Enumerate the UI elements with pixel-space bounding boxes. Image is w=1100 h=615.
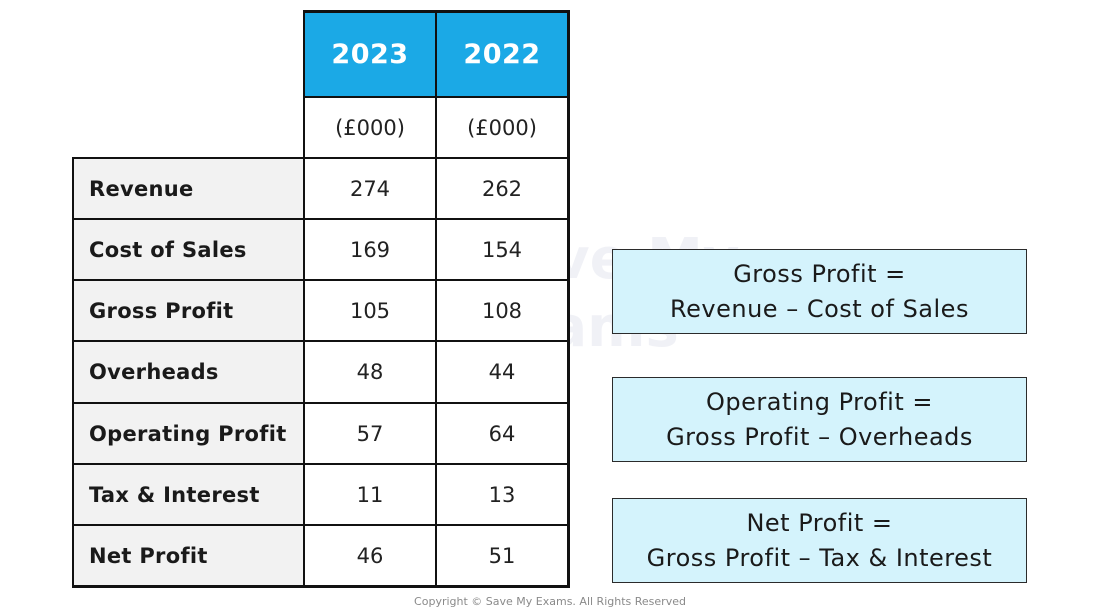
cell-overheads-2022: 44: [436, 341, 568, 403]
row-label-operating-profit: Operating Profit: [73, 403, 304, 464]
grid-line: [72, 340, 570, 342]
formula-gross-profit-line-1: Gross Profit =: [733, 259, 906, 288]
grid-line: [72, 402, 570, 404]
formula-box-net-profit: Net Profit = Gross Profit – Tax & Intere…: [612, 498, 1027, 583]
cell-cost-of-sales-2023: 169: [304, 219, 436, 280]
row-label-net-profit: Net Profit: [73, 525, 304, 586]
cell-gross-profit-2022: 108: [436, 280, 568, 341]
grid-line: [72, 279, 570, 281]
grid-line: [567, 10, 570, 587]
cell-tax-interest-2023: 11: [304, 464, 436, 525]
cell-tax-interest-2022: 13: [436, 464, 568, 525]
grid-line: [435, 10, 437, 587]
formula-operating-profit-line-1: Operating Profit =: [706, 387, 933, 416]
formula-gross-profit-line-2: Revenue – Cost of Sales: [670, 294, 969, 323]
cell-operating-profit-2022: 64: [436, 403, 568, 464]
unit-label-2022: (£000): [436, 97, 568, 158]
cell-net-profit-2023: 46: [304, 525, 436, 586]
column-header-2023: 2023: [304, 11, 436, 97]
cell-net-profit-2022: 51: [436, 525, 568, 586]
formula-box-operating-profit: Operating Profit = Gross Profit – Overhe…: [612, 377, 1027, 462]
cell-revenue-2023: 274: [304, 158, 436, 219]
unit-label-2023: (£000): [304, 97, 436, 158]
grid-line: [72, 524, 570, 526]
row-label-revenue: Revenue: [73, 158, 304, 219]
grid-line: [72, 585, 570, 588]
cell-revenue-2022: 262: [436, 158, 568, 219]
copyright-notice: Copyright © Save My Exams. All Rights Re…: [414, 595, 686, 608]
row-label-tax-interest: Tax & Interest: [73, 464, 304, 525]
grid-line: [72, 157, 74, 587]
grid-line: [72, 157, 570, 159]
grid-line: [72, 218, 570, 220]
row-label-gross-profit: Gross Profit: [73, 280, 304, 341]
formula-box-gross-profit: Gross Profit = Revenue – Cost of Sales: [612, 249, 1027, 334]
cell-cost-of-sales-2022: 154: [436, 219, 568, 280]
cell-gross-profit-2023: 105: [304, 280, 436, 341]
row-label-overheads: Overheads: [73, 341, 304, 403]
grid-line: [72, 463, 570, 465]
formula-net-profit-line-1: Net Profit =: [746, 508, 893, 537]
formula-operating-profit-line-2: Gross Profit – Overheads: [666, 422, 973, 451]
column-header-2022: 2022: [436, 11, 568, 97]
cell-operating-profit-2023: 57: [304, 403, 436, 464]
row-label-cost-of-sales: Cost of Sales: [73, 219, 304, 280]
grid-line: [303, 10, 305, 587]
cell-overheads-2023: 48: [304, 341, 436, 403]
formula-net-profit-line-2: Gross Profit – Tax & Interest: [646, 543, 993, 572]
